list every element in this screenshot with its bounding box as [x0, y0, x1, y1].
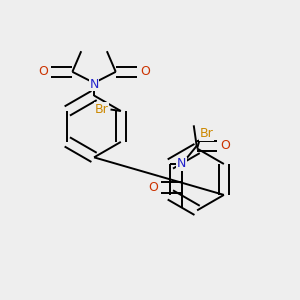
Text: N: N — [177, 158, 186, 170]
Text: Br: Br — [200, 127, 213, 140]
Text: O: O — [220, 140, 230, 152]
Text: O: O — [38, 65, 48, 78]
Text: O: O — [140, 65, 150, 78]
Text: O: O — [148, 181, 158, 194]
Text: N: N — [89, 78, 99, 91]
Text: Br: Br — [95, 103, 109, 116]
